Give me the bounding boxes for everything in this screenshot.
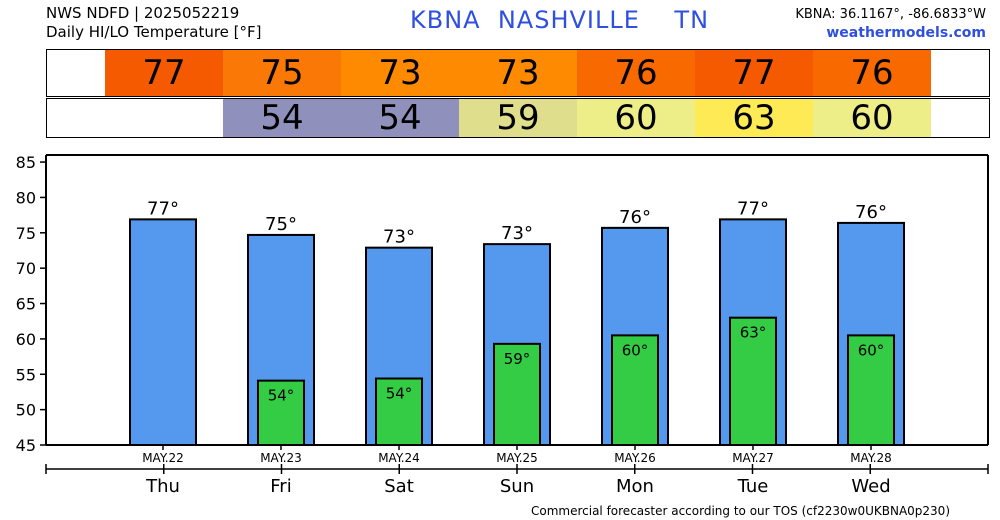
day-label: Thu [145,476,180,497]
low-temp-bar [729,316,777,446]
high-temp-label: 77° [737,198,769,219]
date-label: MAY.22 [142,451,184,465]
y-tick-label: 45 [16,436,36,455]
low-temp-label: 60° [858,341,885,359]
high-temp-label: 73° [383,227,415,248]
high-temp-cell: 76 [813,50,931,96]
y-tick-label: 80 [16,188,36,207]
low-temp-label: 54° [386,385,413,403]
high-temp-cell: 75 [223,50,341,96]
date-label: MAY.28 [850,451,892,465]
header-left: NWS NDFD | 2025052219 Daily HI/LO Temper… [46,4,262,42]
low-temp-label: 54° [268,387,295,405]
footer-note: Commercial forecaster according to our T… [530,504,950,518]
low-temp-label: 60° [622,341,649,359]
date-label: MAY.26 [614,451,656,465]
high-temp-label: 77° [147,198,179,219]
high-temp-strip: 77 75 73 73 76 77 76 [46,49,990,97]
high-temp-cell: 73 [341,50,459,96]
y-tick-label: 55 [16,365,36,384]
low-temp-bar [493,342,541,447]
high-temp-bar [129,218,197,446]
header-right: KBNA: 36.1167°, -86.6833°W weathermodels… [795,5,986,43]
station-code: KBNA [410,6,481,34]
low-temp-bar [375,377,423,447]
low-temp-cell [105,99,223,137]
high-temp-label: 76° [619,207,651,228]
y-tick-label: 60 [16,330,36,349]
low-temp-cell: 63 [695,98,813,138]
date-label: MAY.27 [732,451,774,465]
low-temp-bar [611,334,659,446]
high-temp-cell: 76 [577,50,695,96]
station-title: KBNA NASHVILLE TN [410,6,709,34]
low-temp-strip: 54 54 59 60 63 60 [46,98,990,138]
high-temp-cell: 77 [105,50,223,96]
high-temp-label: 75° [265,214,297,235]
day-label: Fri [270,476,291,497]
low-temp-cell: 60 [577,98,695,138]
day-label: Wed [851,476,890,497]
y-tick-label: 50 [16,401,36,420]
low-temp-cell: 54 [341,98,459,138]
y-tick-label: 75 [16,224,36,243]
low-temp-cell: 54 [223,98,341,138]
high-temp-label: 73° [501,223,533,244]
station-coords: KBNA: 36.1167°, -86.6833°W [795,7,986,22]
station-state: TN [674,6,710,34]
high-temp-label: 76° [855,202,887,223]
high-temp-cell: 77 [695,50,813,96]
product-line: Daily HI/LO Temperature [°F] [46,23,262,41]
date-label: MAY.25 [496,451,538,465]
y-tick-label: 65 [16,295,36,314]
high-temp-cell: 73 [459,50,577,96]
source-line: NWS NDFD | 2025052219 [46,4,240,22]
low-temp-label: 63° [740,324,767,342]
date-label: MAY.23 [260,451,302,465]
station-name: NASHVILLE [497,6,640,34]
date-label: MAY.24 [378,451,420,465]
low-temp-cell: 60 [813,98,931,138]
day-label: Mon [616,476,654,497]
low-temp-cell: 59 [459,98,577,138]
day-label: Sun [500,476,534,497]
day-label: Tue [737,476,769,497]
y-tick-label: 70 [16,259,36,278]
website-link[interactable]: weathermodels.com [826,25,986,41]
day-label: Sat [384,476,414,497]
low-temp-label: 59° [504,350,531,368]
y-tick-label: 85 [16,153,36,172]
